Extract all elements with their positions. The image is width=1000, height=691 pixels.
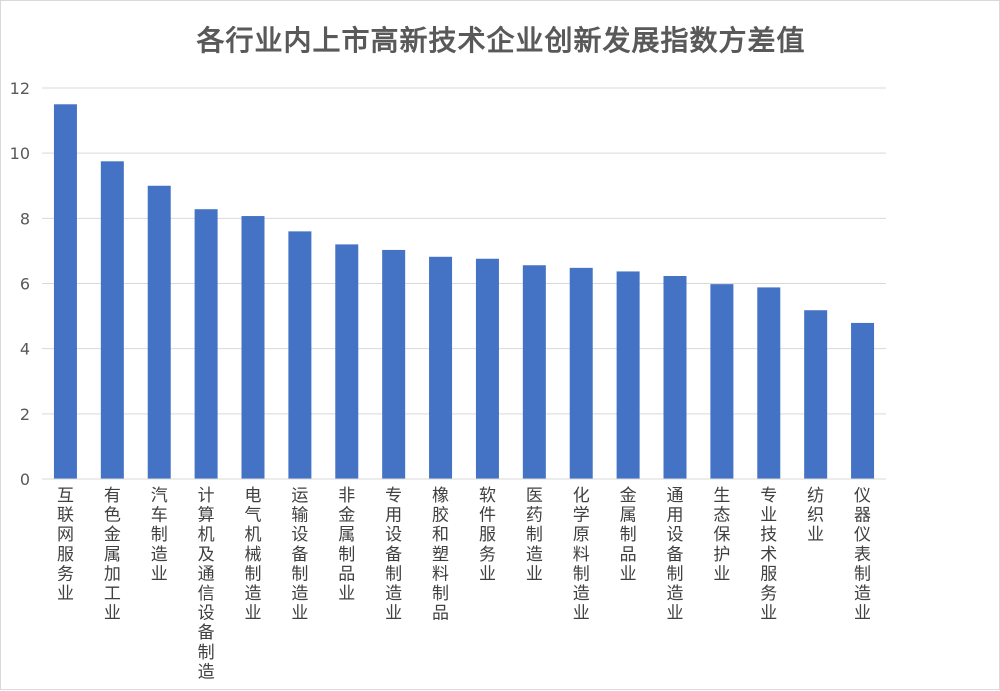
bar: [804, 310, 828, 479]
bars: [53, 104, 875, 480]
bar: [757, 287, 781, 479]
y-tick-label: 10: [10, 144, 30, 163]
x-tick-label: 汽车制造业: [151, 486, 168, 584]
y-tick-label: 2: [20, 405, 30, 424]
bar: [616, 271, 640, 479]
bar: [710, 284, 734, 479]
y-axis-ticks: 0 2 4 6 8 10 12: [10, 79, 30, 489]
x-tick-label: 计算机及通信设备制造: [198, 486, 215, 682]
x-tick-label: 化学原料制造业: [573, 486, 590, 624]
y-tick-label: 6: [20, 275, 30, 294]
bar: [382, 249, 406, 479]
x-tick-label: 非金属制品业: [338, 486, 355, 604]
bar: [569, 267, 593, 479]
bar: [429, 256, 453, 479]
x-tick-label: 生态保护业: [713, 486, 730, 584]
x-tick-label: 金属制品业: [620, 486, 637, 584]
x-tick-label: 互联网服务业: [57, 486, 74, 604]
bar: [475, 258, 499, 479]
bar: [288, 231, 312, 479]
gridlines: [42, 87, 886, 415]
x-tick-label: 仪器仪表制造业: [854, 486, 871, 624]
bar: [53, 104, 77, 479]
x-tick-label: 医药制造业: [526, 486, 543, 584]
bar: [335, 244, 359, 479]
bar: [241, 216, 265, 480]
y-tick-label: 8: [20, 209, 30, 228]
x-tick-label: 通用设备制造业: [667, 486, 684, 624]
y-tick-label: 12: [10, 79, 30, 98]
x-tick-label: 专业技术服务业: [760, 486, 777, 624]
bar: [851, 322, 875, 479]
y-tick-label: 0: [20, 470, 30, 489]
bar: [147, 185, 171, 479]
x-tick-label: 纺织业: [807, 486, 824, 545]
x-axis-labels: 互联网服务业 有色金属加工业 汽车制造业 计算机及通信设备制造 电气机械制造业 运输设备制…: [57, 486, 871, 682]
x-tick-label: 运输设备制造业: [291, 486, 308, 624]
x-tick-label: 有色金属加工业: [104, 486, 121, 624]
bar: [522, 265, 546, 479]
bar: [100, 161, 124, 479]
bar: [194, 209, 218, 479]
x-tick-label: 橡胶和塑料制品: [432, 486, 449, 624]
bar: [663, 276, 687, 479]
chart-title: 各行业内上市高新技术企业创新发展指数方差值: [196, 24, 806, 57]
x-tick-label: 专用设备制造业: [385, 486, 402, 624]
x-tick-label: 软件服务业: [479, 486, 496, 584]
x-tick-label: 电气机械制造业: [245, 486, 262, 624]
y-tick-label: 4: [20, 340, 30, 359]
